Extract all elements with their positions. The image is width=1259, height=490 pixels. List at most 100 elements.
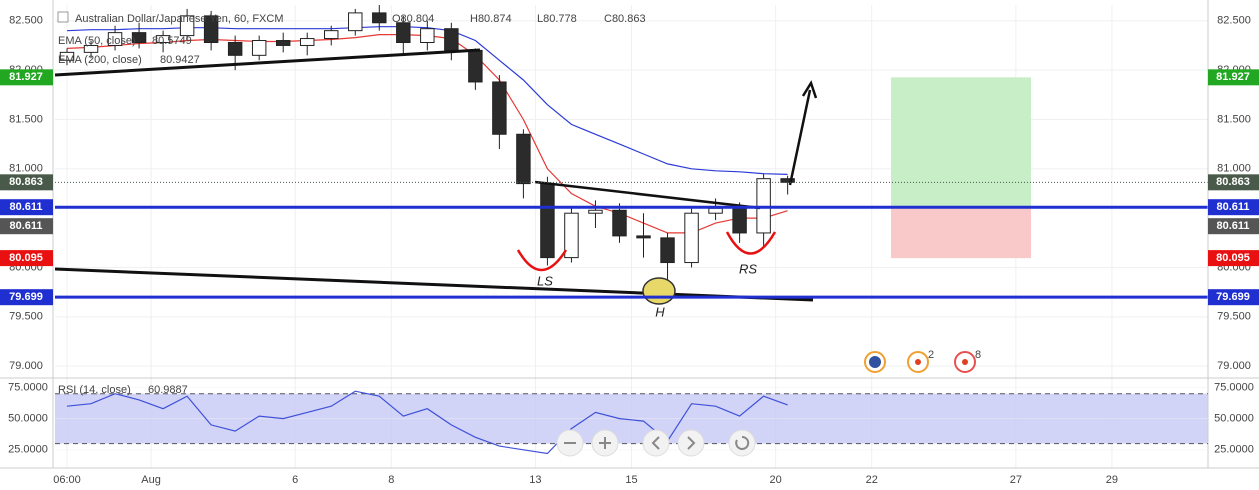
y-tick-label: 81.000 [9,163,43,175]
shoulder-arc [725,231,777,255]
legend-name: EMA (200, close) [58,54,142,66]
head-marker [642,277,676,305]
price-tag-label: 80.611 [1216,201,1249,213]
event-dot [915,359,921,365]
candle-body [275,40,291,46]
candle-body [203,15,219,43]
price-tag-label: 80.095 [9,252,43,264]
scroll-right-button[interactable] [677,429,705,457]
ohlc-close: C80.863 [604,13,646,25]
x-tick-label: 22 [866,474,878,486]
candle-body [59,51,75,61]
x-tick-label: Aug [141,474,161,486]
icon [687,436,696,450]
y-tick-label: 79.500 [1217,311,1251,323]
candle-body [107,32,123,46]
price-tags: 81.927 81.927 80.863 80.863 80.611 80.611 80.6… [0,69,1259,306]
candle-body [492,81,507,135]
x-tick-label: 13 [529,474,541,486]
target-zone [891,77,1031,208]
y-tick-label: 79.500 [9,311,43,323]
price-tag-label: 80.863 [9,176,43,188]
price-tag [1208,218,1259,235]
x-tick-label: 6 [292,474,298,486]
rsi-tick-label: 25.0000 [8,444,48,456]
price-tag-label: 79.699 [1216,291,1250,303]
nav-buttons [556,429,756,457]
event-count: 2 [928,349,934,361]
x-tick-label: 29 [1106,474,1118,486]
event-dot [962,359,968,365]
candle-body [348,12,363,32]
candle-body [155,35,171,43]
scroll-left-button[interactable] [642,429,670,457]
collapse-button[interactable] [57,11,69,23]
price-tag-label: 80.611 [9,220,42,232]
price-tag [1208,199,1259,216]
x-tick-label: 8 [388,474,394,486]
stop-zone [891,207,1031,259]
candle-body [372,12,387,24]
price-tag-label: 80.611 [9,201,42,213]
price-tag [1208,69,1259,86]
x-tick-label: 15 [625,474,637,486]
arrow [788,89,812,186]
position-box [891,77,1031,259]
ohlc-high: H80.874 [470,13,512,25]
candle-body [540,183,555,259]
rsi-tick-label: 75.0000 [8,381,48,393]
price-tag [1208,250,1259,267]
price-tag [0,218,53,235]
price-tag-label: 81.927 [9,71,43,83]
candle-body [420,28,435,43]
y-tick-label: 81.000 [1217,163,1251,175]
legend-value: 60.9887 [148,384,188,396]
price-tag [0,250,53,267]
ohlc-low: L80.778 [537,13,577,25]
candle-body [660,237,675,264]
y-tick-label: 79.000 [1217,360,1251,372]
icon [599,437,611,449]
y-tick-label: 81.500 [9,113,43,125]
y-tick-label: 81.500 [1217,113,1251,125]
rsi-pane [55,386,1208,455]
candle-body [732,207,747,234]
candle-body [468,49,483,83]
rsi-tick-label: 75.0000 [1214,381,1254,393]
reset-button[interactable] [728,429,756,457]
price-tag-label: 80.611 [1216,220,1249,232]
candle-body [227,41,243,56]
legend-name: RSI (14, close) [58,384,131,396]
candle-body [516,133,531,185]
candle-body [179,15,195,37]
legend-name: EMA (50, close) [58,35,136,47]
rsi-tick-label: 50.0000 [1214,413,1254,425]
annotation: RS [739,261,757,276]
chart-title: Australian Dollar/Japanese Yen, 60, FXCM [75,13,284,25]
candle-body [684,212,699,264]
candle-body [588,209,603,214]
x-tick-label: 27 [1010,474,1022,486]
rsi-tick-label: 25.0000 [1214,444,1254,456]
legend-value: 80.9427 [160,54,200,66]
candles [59,5,795,293]
candle-body [299,38,315,46]
horizontal-lines [55,181,1208,299]
trend-line [54,267,814,302]
x-tick-label: 20 [770,474,782,486]
icon [735,435,750,450]
y-tick-label: 82.500 [9,15,43,27]
price-tag-label: 80.863 [1216,176,1250,188]
price-tag-label: 81.927 [1216,71,1250,83]
y-tick-label: 82.500 [1217,15,1251,27]
price-tag-label: 79.699 [9,291,43,303]
x-tick-label: 06:00 [53,474,81,486]
annotation: H [655,304,665,319]
price-tag [1208,174,1259,191]
candle-body [324,30,339,40]
rsi-tick-label: 50.0000 [8,413,48,425]
price-tag [0,199,53,216]
candle-body [444,28,459,51]
